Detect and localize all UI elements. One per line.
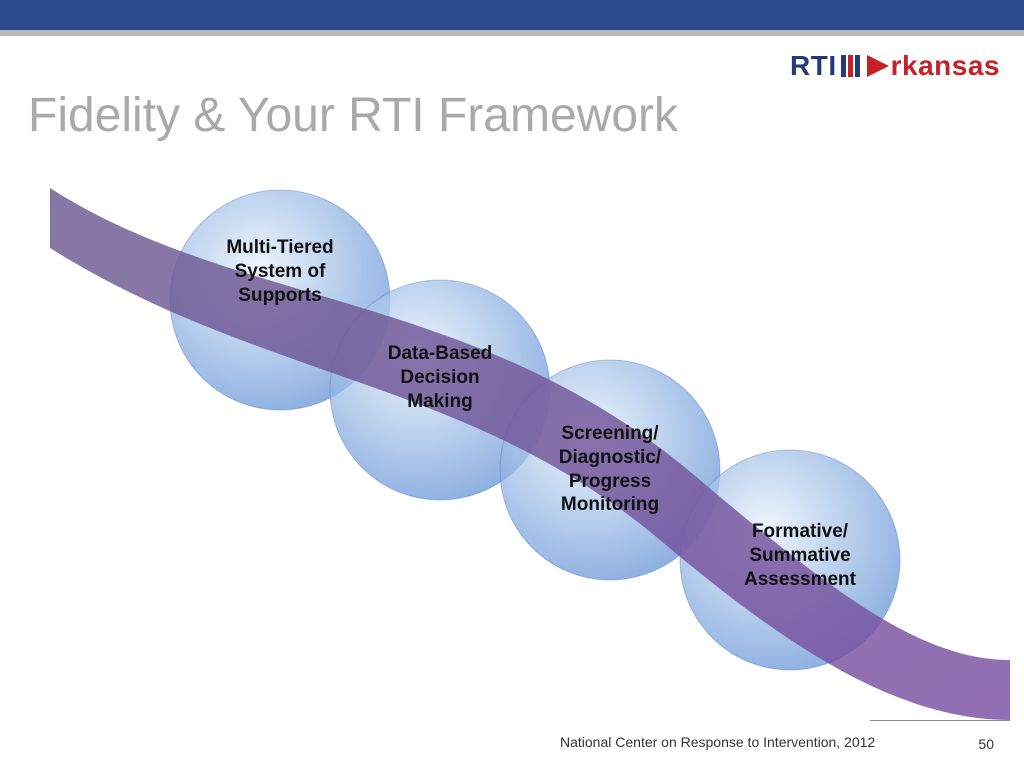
concept-label-1: Data-BasedDecisionMaking [340,342,540,413]
concept-label-0: Multi-TieredSystem ofSupports [180,236,380,307]
concept-label-2: Screening/Diagnostic/ProgressMonitoring [510,422,710,517]
footer-citation: National Center on Response to Intervent… [560,734,875,750]
page-number: 50 [978,736,994,752]
concept-label-3: Formative/SummativeAssessment [700,520,900,591]
slide: RTIrkansas Fidelity & Your RTI Framework… [0,0,1024,768]
footer-divider [870,720,1010,721]
